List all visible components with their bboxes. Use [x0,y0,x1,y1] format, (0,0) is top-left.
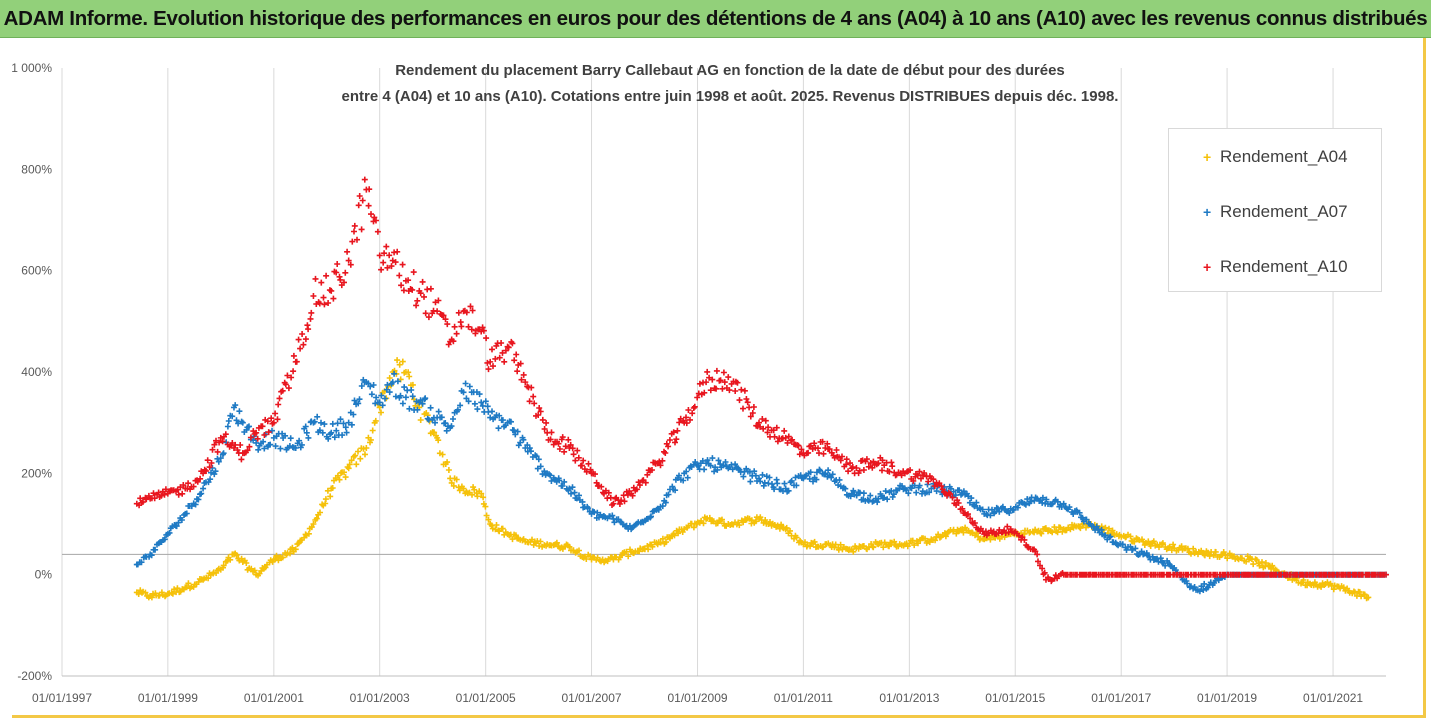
y-tick-label: 0% [35,568,53,582]
data-point [756,419,763,426]
legend-item-a07: + Rendement_A07 [1203,200,1348,224]
data-point [725,374,732,381]
legend-item-a10: + Rendement_A10 [1203,255,1348,279]
data-point [1060,500,1067,507]
legend: + Rendement_A04 + Rendement_A07 + Rendem… [1168,128,1382,292]
series-layer [133,176,1389,602]
y-tick-label: 1 000% [11,61,52,75]
y-tick-label: 400% [21,365,52,379]
series-a10 [133,176,1389,585]
page-title: ADAM Informe. Evolution historique des p… [3,6,1428,30]
y-tick-label: 600% [21,264,52,278]
series-markers [135,357,1370,602]
data-point [217,434,224,441]
chart-frame [12,38,1426,718]
header-bar: ADAM Informe. Evolution historique des p… [0,0,1431,38]
data-point [376,252,383,259]
x-tick-label: 01/01/2011 [774,691,833,705]
data-point [504,343,511,350]
x-tick-label: 01/01/1999 [138,691,198,705]
x-tick-label: 01/01/2003 [350,691,410,705]
series-markers [136,176,1388,585]
data-point [345,257,352,264]
x-tick-label: 01/01/2009 [668,691,728,705]
chart-title-line2: entre 4 (A04) et 10 ans (A10). Cotations… [341,88,1119,105]
y-tick-label: -200% [17,669,52,683]
x-tick-label: 01/01/2005 [456,691,516,705]
data-point [230,445,237,451]
x-tick-label: 01/01/2007 [562,691,622,705]
data-point [239,419,246,426]
y-tick-label: 800% [21,162,52,176]
x-tick-label: 01/01/2017 [1091,691,1151,705]
chart-title-line1: Rendement du placement Barry Callebaut A… [395,62,1065,79]
x-tick-label: 01/01/2019 [1197,691,1257,705]
x-tick-label: 01/01/2013 [879,691,939,705]
x-tick-label: 01/01/1997 [32,691,92,705]
series-a07 [133,370,1389,595]
series-markers [134,370,1388,595]
x-tick-label: 01/01/2001 [244,691,304,705]
data-point [402,394,409,401]
data-point [522,379,529,386]
y-tick-label: 200% [21,466,52,480]
legend-item-a04: + Rendement_A04 [1203,145,1348,169]
data-point [345,419,352,426]
legend-marker-a10: + [1203,259,1212,275]
x-tick-label: 01/01/2021 [1303,691,1363,705]
ticks: 01/01/1997 01/01/1999 01/01/2001 01/01/2003… [11,61,1363,705]
data-point [310,521,317,527]
series-a04 [133,357,1372,602]
legend-marker-a07: + [1203,204,1212,220]
data-point [345,465,352,472]
legend-marker-a04: + [1203,149,1212,165]
data-point [310,293,317,299]
data-point [478,399,485,406]
x-tick-label: 01/01/2015 [985,691,1045,705]
chart-title: Rendement du placement Barry Callebaut A… [240,58,1220,110]
data-point [200,485,207,492]
legend-label-a04: Rendement_A04 [1220,147,1348,166]
data-point [1034,551,1041,558]
legend-label-a07: Rendement_A07 [1220,202,1348,221]
legend-label-a10: Rendement_A10 [1220,257,1348,276]
